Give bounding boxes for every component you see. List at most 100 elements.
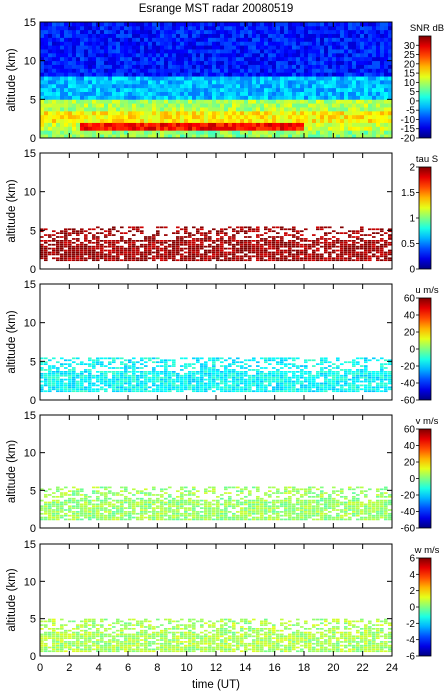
heatmap-cell	[368, 243, 372, 246]
heatmap-cell	[384, 388, 388, 391]
heatmap-cell	[364, 247, 368, 250]
heatmap-cell	[132, 56, 137, 62]
heatmap-cell	[172, 49, 177, 54]
heatmap-cell	[288, 80, 293, 85]
heatmap-cell	[100, 52, 105, 58]
heatmap-cell	[292, 359, 296, 362]
heatmap-cell	[328, 241, 332, 244]
heatmap-cell	[136, 83, 141, 89]
heatmap-cell	[128, 371, 132, 373]
colorbar-label: tau S	[416, 154, 438, 165]
heatmap-cell	[328, 118, 333, 123]
heatmap-cell	[84, 253, 88, 256]
heatmap-cell	[208, 372, 212, 375]
heatmap-cell	[316, 95, 321, 100]
heatmap-cell	[104, 376, 108, 379]
heatmap-cell	[384, 37, 389, 42]
heatmap-cell	[148, 249, 152, 252]
heatmap-cell	[252, 376, 256, 379]
heatmap-cell	[208, 126, 213, 131]
heatmap-cell	[292, 103, 297, 108]
heatmap-cell	[136, 95, 141, 100]
heatmap-cell	[236, 87, 241, 92]
heatmap-cell	[380, 37, 385, 42]
heatmap-cell	[204, 382, 208, 385]
heatmap-cell	[288, 249, 292, 252]
heatmap-cell	[44, 369, 48, 371]
heatmap-cell	[192, 122, 197, 127]
heatmap-cell	[180, 49, 185, 54]
heatmap-cell	[288, 107, 293, 112]
heatmap-cell	[308, 41, 313, 46]
heatmap-cell	[168, 107, 173, 112]
heatmap-cell	[328, 56, 333, 62]
heatmap-cell	[284, 41, 289, 46]
heatmap-cell	[372, 99, 377, 104]
heatmap-cell	[252, 91, 257, 96]
heatmap-cell	[360, 110, 365, 116]
heatmap-cell	[164, 99, 169, 104]
heatmap-cell	[204, 236, 208, 238]
heatmap-cell	[156, 240, 160, 242]
heatmap-cell	[64, 359, 68, 362]
heatmap-cell	[68, 369, 72, 371]
heatmap-cell	[260, 247, 264, 250]
heatmap-cell	[172, 72, 177, 77]
heatmap-cell	[200, 103, 205, 108]
heatmap-cell	[184, 255, 188, 258]
heatmap-cell	[232, 45, 237, 50]
heatmap-cell	[200, 382, 204, 385]
heatmap-cell	[276, 369, 280, 371]
heatmap-cell	[212, 107, 217, 112]
heatmap-cell	[352, 390, 356, 393]
heatmap-cell	[380, 110, 385, 116]
heatmap-cell	[260, 76, 265, 81]
heatmap-cell	[368, 95, 373, 100]
heatmap-cell	[40, 29, 45, 34]
heatmap-cell	[188, 64, 193, 69]
heatmap-cell	[324, 25, 329, 31]
heatmap-cell	[180, 130, 185, 135]
heatmap-cell	[80, 230, 84, 233]
heatmap-cell	[188, 49, 193, 54]
heatmap-cell	[360, 91, 365, 96]
heatmap-cell	[104, 230, 108, 233]
heatmap-cell	[104, 29, 109, 34]
heatmap-cell	[280, 251, 284, 254]
heatmap-cell	[368, 371, 372, 373]
heatmap-cell	[168, 68, 173, 73]
heatmap-cell	[132, 380, 136, 383]
heatmap-cell	[84, 240, 88, 242]
heatmap-cell	[324, 118, 329, 123]
heatmap-cell	[364, 110, 369, 116]
heatmap-cell	[204, 118, 209, 123]
heatmap-cell	[268, 382, 272, 385]
heatmap-cell	[160, 76, 165, 81]
heatmap-cell	[324, 87, 329, 92]
heatmap-cell	[80, 110, 85, 116]
heatmap-cell	[344, 390, 348, 393]
heatmap-cell	[332, 72, 337, 77]
heatmap-cell	[364, 95, 369, 100]
heatmap-cell	[316, 372, 320, 375]
heatmap-cell	[176, 60, 181, 65]
heatmap-cell	[56, 91, 61, 96]
heatmap-cell	[216, 52, 221, 58]
heatmap-cell	[52, 230, 56, 233]
heatmap-cell	[132, 33, 137, 38]
heatmap-cell	[256, 371, 260, 373]
heatmap-cell	[104, 380, 108, 383]
heatmap-cell	[188, 29, 193, 34]
heatmap-cell	[304, 359, 308, 362]
heatmap-cell	[92, 95, 97, 100]
heatmap-cell	[132, 376, 136, 379]
heatmap-cell	[72, 95, 77, 100]
heatmap-cell	[224, 29, 229, 34]
heatmap-cell	[384, 87, 389, 92]
heatmap-cell	[192, 22, 197, 27]
heatmap-cell	[340, 255, 344, 258]
heatmap-cell	[132, 134, 137, 139]
colorbar-tick-label: 0	[409, 265, 415, 276]
heatmap-cell	[196, 232, 200, 235]
